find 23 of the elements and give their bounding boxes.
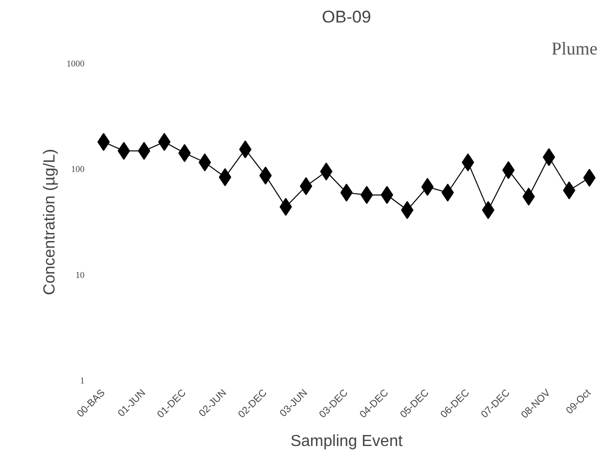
y-tick-label: 100 — [71, 164, 85, 174]
point — [380, 186, 394, 204]
point — [300, 177, 312, 196]
y-tick-label: 10 — [76, 270, 85, 280]
point — [502, 161, 515, 180]
point — [259, 166, 272, 185]
y-axis-title: Concentration (µg/L) — [42, 148, 58, 296]
point — [421, 178, 434, 196]
text: Plume — [552, 38, 598, 58]
point — [97, 132, 110, 151]
point — [542, 148, 556, 166]
point — [218, 168, 232, 186]
point — [340, 184, 353, 202]
y-tick-label: 1 — [80, 376, 84, 386]
chart-title: OB-09 — [322, 8, 372, 26]
point — [138, 142, 150, 160]
point — [118, 142, 130, 160]
point — [583, 168, 596, 187]
point — [462, 153, 474, 172]
point — [178, 144, 191, 162]
x-axis-title: Sampling Event — [290, 432, 404, 450]
y-tick-label: 1000 — [66, 58, 85, 68]
point — [562, 181, 576, 200]
